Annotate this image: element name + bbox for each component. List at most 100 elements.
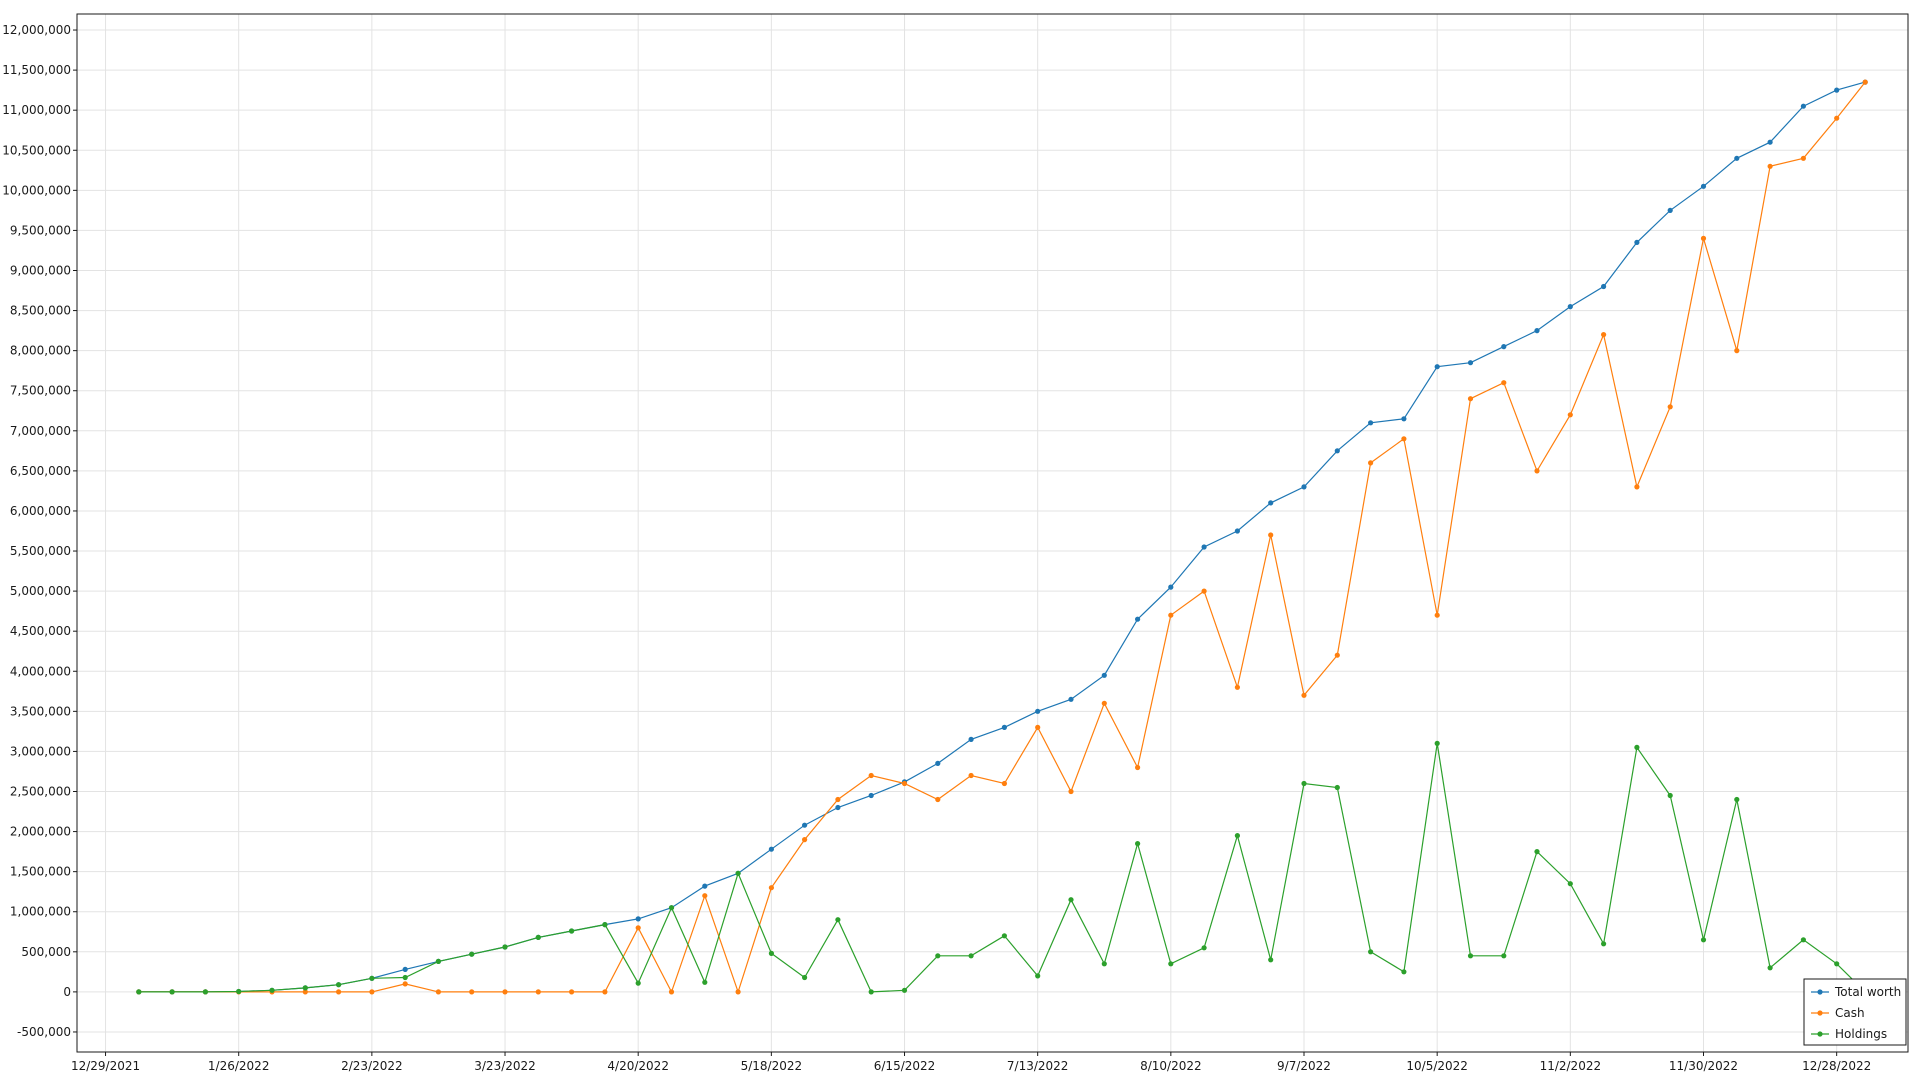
x-axis: 12/29/2021 1/26/2022 2/23/2022 3/23/2022 4/2… — [71, 1052, 1871, 1073]
data-point-cash — [1135, 764, 1141, 771]
data-point-cash — [1334, 652, 1340, 658]
series-holdings — [136, 740, 1868, 995]
data-point-total-worth — [1667, 207, 1673, 213]
data-point-holdings — [1035, 973, 1041, 979]
data-point-holdings — [1501, 953, 1507, 959]
data-point-total-worth — [1334, 448, 1340, 454]
data-point-total-worth — [702, 883, 708, 889]
series-cash — [136, 79, 1868, 995]
data-point-cash — [402, 981, 408, 987]
y-tick-label: 4,500,000 — [10, 624, 71, 638]
x-tick-label: 8/10/2022 — [1140, 1059, 1202, 1073]
data-point-holdings — [1601, 941, 1607, 947]
data-point-cash — [336, 989, 342, 995]
data-point-total-worth — [768, 846, 775, 852]
data-point-holdings — [1767, 965, 1773, 971]
data-point-holdings — [269, 987, 275, 993]
data-point-holdings — [1068, 897, 1074, 903]
data-point-total-worth — [1534, 328, 1540, 334]
data-point-holdings — [1101, 961, 1107, 967]
data-point-cash — [1301, 692, 1307, 698]
data-point-cash — [1700, 235, 1707, 241]
x-tick-label: 7/13/2022 — [1007, 1059, 1069, 1073]
data-point-cash — [1068, 788, 1074, 795]
data-point-holdings — [1401, 969, 1407, 975]
y-tick-label: 8,000,000 — [10, 344, 71, 358]
data-point-cash — [1800, 155, 1806, 161]
data-point-cash — [1401, 436, 1407, 442]
data-point-cash — [635, 925, 641, 931]
y-tick-label: 8,500,000 — [10, 304, 71, 318]
data-point-cash — [1234, 684, 1240, 690]
data-point-cash — [435, 989, 441, 995]
data-point-holdings — [1434, 740, 1440, 747]
data-point-holdings — [1834, 961, 1840, 967]
y-tick-label: 2,000,000 — [10, 825, 71, 839]
data-point-cash — [1501, 380, 1507, 386]
x-tick-label: 10/5/2022 — [1406, 1059, 1468, 1073]
data-point-holdings — [901, 987, 908, 993]
legend-label-cash: Cash — [1835, 1006, 1865, 1020]
legend-item-cash: Cash — [1811, 1006, 1865, 1020]
y-tick-label: 9,500,000 — [10, 223, 71, 237]
x-tick-label: 11/30/2022 — [1669, 1059, 1738, 1073]
data-point-holdings — [1734, 796, 1740, 803]
data-point-cash — [1001, 780, 1008, 787]
legend-label-total-worth: Total worth — [1834, 985, 1901, 999]
series-total-worth — [136, 79, 1868, 995]
y-tick-label: 10,000,000 — [2, 183, 71, 197]
data-point-holdings — [835, 917, 841, 923]
data-point-cash — [735, 989, 741, 995]
data-point-holdings — [369, 975, 375, 981]
x-tick-label: 11/2/2022 — [1540, 1059, 1602, 1073]
data-point-cash — [1834, 115, 1840, 121]
data-point-total-worth — [1301, 484, 1307, 490]
series-line-holdings — [138, 743, 1866, 993]
data-point-holdings — [1368, 949, 1374, 955]
data-point-holdings — [768, 950, 775, 957]
x-tick-label: 1/26/2022 — [208, 1059, 270, 1073]
y-tick-label: 3,500,000 — [10, 704, 71, 718]
data-point-total-worth — [1467, 360, 1474, 366]
data-point-cash — [802, 837, 808, 843]
data-point-total-worth — [1800, 103, 1806, 109]
data-point-holdings — [469, 951, 475, 957]
data-point-cash — [1168, 612, 1174, 618]
grid — [77, 14, 1908, 1052]
y-tick-label: 4,000,000 — [10, 664, 71, 678]
data-point-holdings — [1800, 937, 1806, 943]
data-point-total-worth — [1368, 420, 1374, 426]
data-point-cash — [901, 780, 908, 787]
y-tick-label: 500,000 — [21, 945, 71, 959]
data-point-cash — [1467, 396, 1474, 402]
data-point-holdings — [735, 870, 741, 876]
data-point-cash — [768, 885, 775, 891]
data-point-cash — [535, 989, 541, 995]
data-point-total-worth — [1834, 87, 1840, 93]
y-tick-label: 6,500,000 — [10, 464, 71, 478]
data-point-total-worth — [1767, 139, 1773, 145]
data-point-total-worth — [1201, 544, 1207, 550]
data-point-holdings — [236, 988, 242, 995]
y-tick-label: -500,000 — [17, 1025, 71, 1039]
data-point-total-worth — [1634, 239, 1640, 245]
data-point-total-worth — [1734, 155, 1740, 161]
legend-item-holdings: Holdings — [1811, 1027, 1887, 1041]
data-point-holdings — [435, 958, 441, 965]
data-point-total-worth — [1068, 696, 1074, 702]
data-point-holdings — [802, 974, 808, 981]
x-tick-label: 12/28/2022 — [1802, 1059, 1871, 1073]
data-point-holdings — [302, 985, 308, 991]
data-point-cash — [1862, 79, 1868, 85]
data-point-cash — [1567, 412, 1573, 418]
data-point-holdings — [1234, 833, 1240, 839]
data-point-holdings — [1268, 957, 1274, 963]
legend-item-total-worth: Total worth — [1811, 985, 1901, 999]
data-point-holdings — [1667, 792, 1673, 799]
y-tick-label: 11,000,000 — [2, 103, 71, 117]
y-tick-label: 12,000,000 — [2, 23, 71, 37]
data-point-total-worth — [1101, 672, 1107, 678]
data-point-holdings — [1467, 953, 1474, 959]
